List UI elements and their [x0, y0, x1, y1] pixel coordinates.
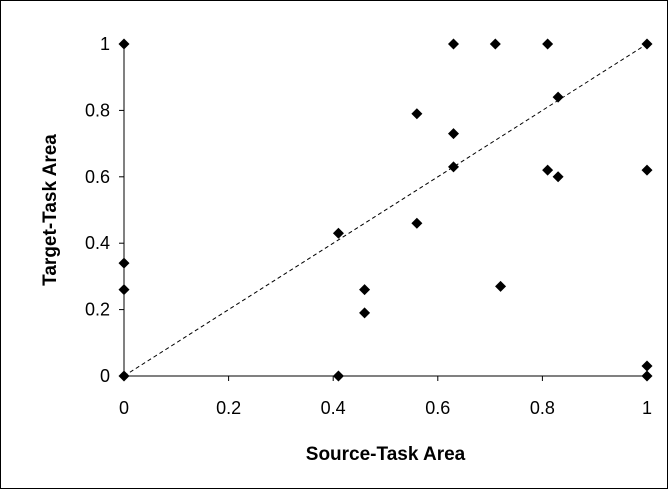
- y-tick-label: 1: [100, 34, 110, 54]
- data-point: [552, 91, 564, 103]
- data-point: [118, 38, 130, 50]
- data-point: [411, 217, 423, 229]
- x-tick-label: 0.4: [321, 398, 346, 418]
- data-point: [641, 38, 653, 50]
- data-point: [332, 370, 344, 382]
- x-tick-label: 0.2: [216, 398, 241, 418]
- x-axis-title: Source-Task Area: [306, 444, 466, 465]
- tick-labels: 0 0.2 0.4 0.6 0.8 1 0 0.2 0.4 0.6 0.8 1: [85, 34, 652, 418]
- data-point: [118, 284, 130, 296]
- data-points: [118, 38, 653, 382]
- reference-dashed-line: [123, 43, 648, 377]
- y-tick-label: 0.8: [85, 100, 110, 120]
- x-tick-label: 0.6: [425, 398, 450, 418]
- x-tick-label: 0.8: [530, 398, 555, 418]
- axes: [123, 44, 647, 377]
- data-point: [641, 164, 653, 176]
- y-tick-label: 0: [100, 366, 110, 386]
- y-tick-label: 0.2: [85, 300, 110, 320]
- data-point: [447, 38, 459, 50]
- data-point: [332, 227, 344, 239]
- data-point: [641, 370, 653, 382]
- x-tick-label: 0: [119, 398, 129, 418]
- y-tick-label: 0.4: [85, 233, 110, 253]
- y-tick-label: 0.6: [85, 167, 110, 187]
- data-point: [447, 128, 459, 140]
- data-point: [411, 108, 423, 120]
- y-axis-title: Target-Task Area: [40, 134, 61, 286]
- data-point: [359, 284, 371, 296]
- data-point: [542, 164, 554, 176]
- data-point: [359, 307, 371, 319]
- data-point: [495, 280, 507, 292]
- data-point: [552, 171, 564, 183]
- data-point: [447, 161, 459, 173]
- data-point: [118, 257, 130, 269]
- data-point: [542, 38, 554, 50]
- data-point: [641, 360, 653, 372]
- data-point: [118, 370, 130, 382]
- x-tick-label: 1: [642, 398, 652, 418]
- data-point: [489, 38, 501, 50]
